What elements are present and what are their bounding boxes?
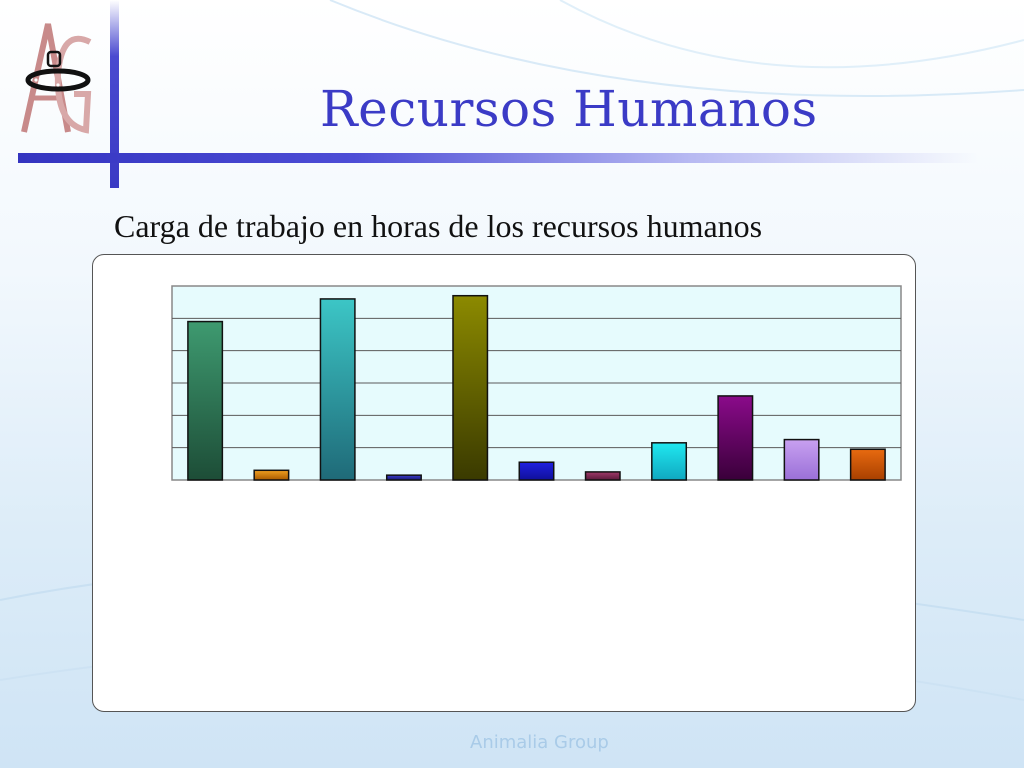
bar-3 xyxy=(319,298,356,481)
bar-4 xyxy=(385,474,422,481)
bar-7 xyxy=(584,471,621,481)
bar-2 xyxy=(253,469,290,481)
bar-1 xyxy=(187,320,224,481)
bar-10 xyxy=(783,438,820,481)
animalia-group-logo xyxy=(21,23,92,134)
slide-title: Recursos Humanos xyxy=(320,80,818,138)
bar-9 xyxy=(717,395,754,481)
bars xyxy=(187,294,886,481)
bar-11 xyxy=(849,448,886,481)
horizontal-accent-bar xyxy=(18,153,978,163)
bar-chart xyxy=(171,285,902,481)
bar-8 xyxy=(651,442,688,481)
chart-title: Carga de trabajo en horas de los recurso… xyxy=(114,208,763,244)
bar-6 xyxy=(518,461,555,481)
footer-text: Animalia Group xyxy=(470,732,609,753)
bar-5 xyxy=(452,294,489,481)
gridlines xyxy=(172,317,901,449)
vertical-accent-bar xyxy=(110,0,119,188)
chart-frame xyxy=(92,254,916,712)
